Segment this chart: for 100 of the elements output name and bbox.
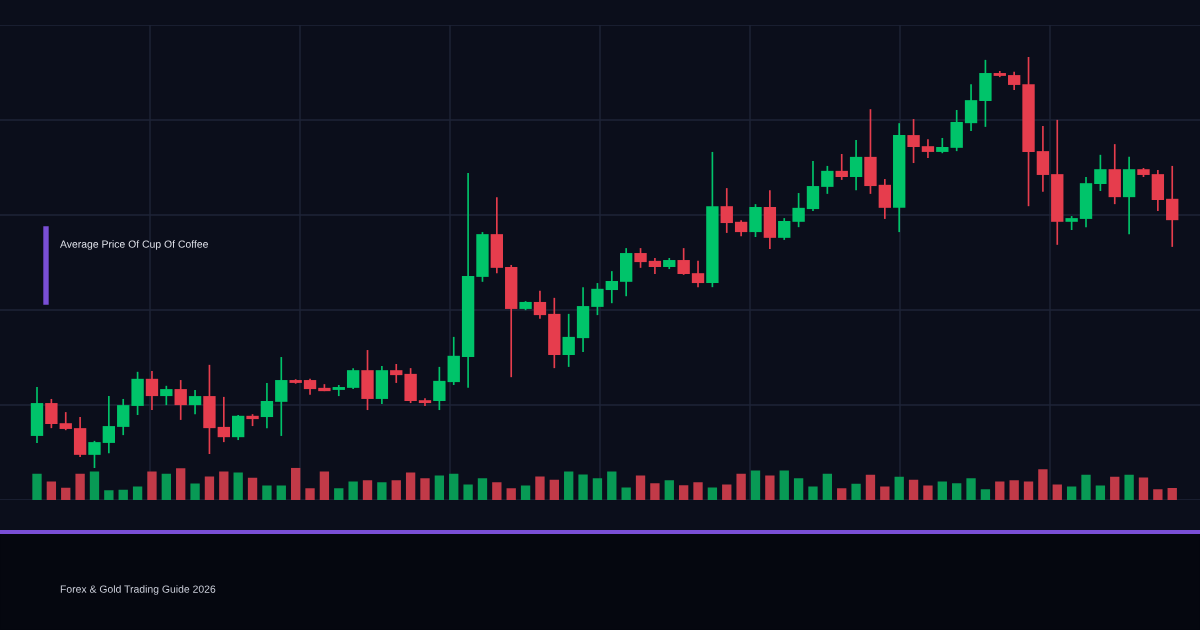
bar	[793, 478, 804, 500]
candlestick	[1166, 165, 1179, 248]
bar	[1095, 485, 1106, 500]
bar	[923, 485, 933, 500]
candlestick	[634, 247, 647, 269]
bar	[147, 471, 157, 500]
bar	[190, 483, 200, 500]
candlestick	[907, 118, 920, 164]
bar	[305, 488, 315, 500]
bar	[578, 474, 588, 500]
bar	[118, 489, 128, 500]
bar	[204, 476, 215, 500]
bar	[966, 478, 976, 500]
candlestick	[605, 270, 618, 305]
candlestick	[275, 356, 288, 437]
bar	[1138, 477, 1149, 500]
candlestick	[160, 384, 173, 406]
candlestick	[964, 83, 978, 132]
bar	[290, 467, 301, 500]
candlestick	[174, 379, 187, 421]
bar	[434, 475, 445, 500]
bar	[520, 485, 531, 500]
bar	[865, 474, 876, 500]
bar	[276, 485, 286, 500]
bar	[750, 470, 761, 500]
bar	[319, 471, 330, 500]
bar	[736, 473, 746, 500]
bar	[908, 479, 919, 500]
bar	[995, 481, 1005, 500]
bar	[722, 484, 732, 500]
bar	[707, 487, 718, 500]
bar	[564, 471, 574, 500]
bar	[1023, 481, 1034, 500]
bar	[46, 481, 57, 500]
bar	[377, 482, 387, 500]
bar	[89, 471, 100, 500]
candlestick	[806, 160, 820, 212]
bar	[132, 486, 143, 500]
candlestick	[562, 313, 575, 368]
candlestick	[835, 153, 848, 181]
bar	[506, 488, 516, 500]
bar	[549, 479, 559, 500]
candlestick	[260, 382, 274, 429]
bar	[1066, 486, 1077, 500]
bar	[104, 490, 114, 500]
bar	[219, 471, 229, 500]
bar	[362, 480, 373, 500]
bar	[348, 481, 358, 500]
bar	[607, 471, 617, 500]
candlestick	[720, 187, 733, 234]
bar	[492, 482, 502, 500]
text: Forex & Gold Trading Guide 2026	[60, 585, 216, 595]
candlestick	[88, 440, 101, 469]
bar	[894, 476, 904, 500]
candlestick	[45, 398, 58, 429]
bar	[161, 473, 171, 500]
bar	[61, 487, 71, 500]
bar	[837, 488, 847, 500]
bar	[449, 473, 459, 500]
bar	[247, 477, 258, 500]
candlestick	[591, 282, 604, 316]
bar	[477, 478, 488, 500]
bar	[262, 485, 272, 500]
bar	[621, 487, 631, 500]
bar	[1110, 476, 1120, 500]
bar	[535, 476, 545, 500]
candlestick	[691, 260, 705, 288]
candlestick	[433, 366, 446, 411]
text: Average Price Of Cup Of Coffee	[60, 240, 208, 250]
bar	[405, 472, 416, 500]
candlestick	[821, 165, 834, 195]
bar	[391, 480, 401, 500]
bar	[1167, 488, 1177, 500]
bar	[635, 475, 646, 500]
candlestick	[390, 363, 403, 384]
candlestick	[677, 247, 690, 276]
bar	[233, 472, 243, 500]
bar	[176, 468, 186, 500]
bar	[1009, 480, 1019, 500]
candlestick	[217, 396, 230, 443]
bar	[880, 486, 890, 500]
bar	[808, 486, 818, 500]
bar	[693, 482, 703, 500]
bar	[650, 483, 660, 500]
bar	[664, 480, 674, 500]
bar	[779, 470, 789, 500]
candlestick	[849, 139, 863, 191]
candlestick	[792, 192, 805, 228]
candlestick	[145, 370, 159, 411]
bar	[463, 484, 473, 500]
candlestick	[232, 414, 245, 441]
bar	[765, 475, 775, 500]
candlestick	[1007, 70, 1021, 91]
bar	[75, 473, 85, 500]
bar	[980, 489, 991, 500]
bar	[420, 478, 430, 500]
bar	[952, 483, 962, 500]
bar	[678, 485, 689, 500]
bar	[822, 473, 833, 500]
candlestick	[878, 178, 892, 220]
